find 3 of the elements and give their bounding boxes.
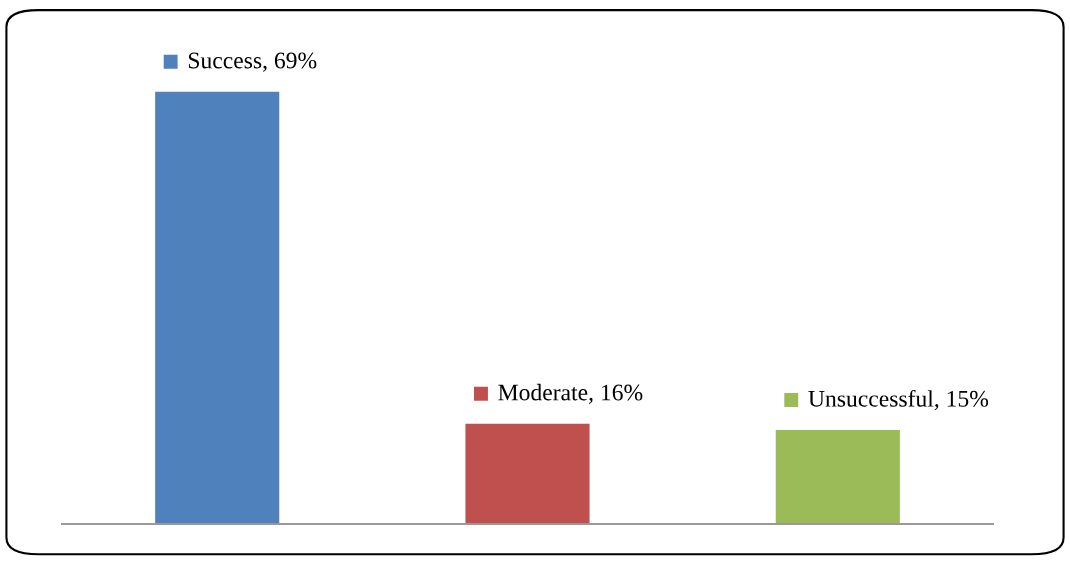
data-label: Unsuccessful, 15% bbox=[808, 389, 989, 411]
data-label: Moderate, 16% bbox=[498, 383, 643, 404]
data-label: Success, 69% bbox=[188, 52, 317, 72]
